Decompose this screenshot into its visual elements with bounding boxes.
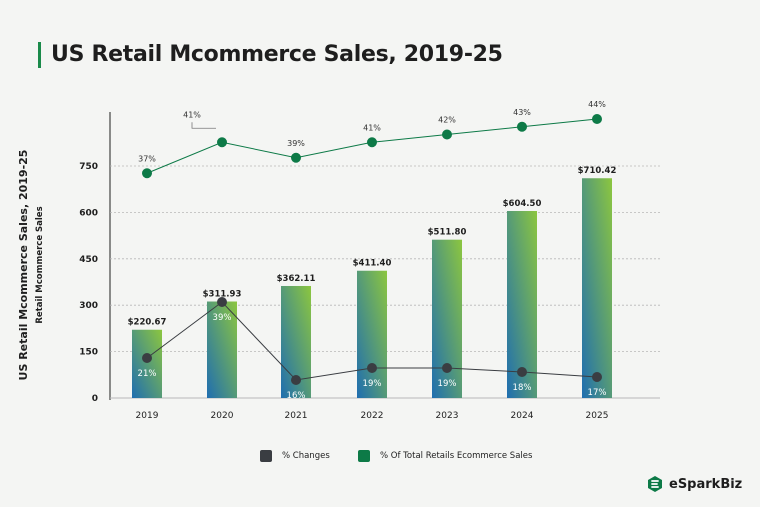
changes-label-2025: 17% [588, 388, 607, 398]
legend-item-changes: % Changes [260, 450, 330, 462]
bar-value-label-2022: $411.40 [353, 259, 392, 269]
bar-2019 [132, 329, 162, 398]
title-bar: US Retail Mcommerce Sales, 2019-25 [38, 42, 503, 68]
line-layer [142, 114, 602, 385]
bar-2024 [507, 211, 537, 398]
y-axis-subtitle: Retail Mcommerce Sales [35, 206, 45, 323]
bar-layer [132, 178, 612, 398]
bar-value-label-2024: $604.50 [503, 199, 542, 209]
share-label-2025: 44% [588, 100, 606, 109]
legend-item-share: % Of Total Retails Ecommerce Sales [358, 450, 532, 462]
bar-2022 [357, 270, 387, 398]
changes-point-2021 [291, 375, 301, 385]
changes-point-2022 [367, 363, 377, 373]
x-tick-label-2025: 2025 [586, 411, 609, 421]
y-tick-label-0: 0 [92, 394, 98, 404]
bar-value-label-2021: $362.11 [277, 274, 316, 284]
share-point-2020 [217, 137, 227, 148]
share-point-2021 [291, 152, 301, 163]
bar-2023 [432, 239, 462, 398]
legend: % Changes % Of Total Retails Ecommerce S… [0, 450, 760, 466]
legend-label-share: % Of Total Retails Ecommerce Sales [380, 451, 533, 461]
bar-2025 [582, 178, 612, 398]
share-label-2022: 41% [363, 123, 381, 132]
logo-text: eSparkBiz [669, 476, 743, 492]
changes-label-2019: 21% [138, 369, 157, 379]
changes-label-2024: 18% [513, 383, 532, 393]
changes-point-2020 [217, 297, 227, 307]
share-point-2022 [367, 137, 377, 148]
y-tick-label-750: 750 [79, 162, 98, 172]
bar-value-label-2019: $220.67 [128, 318, 167, 328]
x-tick-label-2019: 2019 [136, 411, 159, 421]
share-label-2020: 41% [183, 110, 201, 119]
legend-swatch-share [358, 450, 370, 462]
y-axis-title: US Retail Mcommerce Sales, 2019-25 [17, 150, 30, 381]
y-tick-label-450: 450 [79, 255, 98, 265]
share-point-2019 [142, 168, 152, 179]
x-tick-label-2022: 2022 [361, 411, 384, 421]
share-label-2019: 37% [138, 154, 156, 163]
x-tick-label-2020: 2020 [211, 411, 234, 421]
changes-point-2023 [442, 363, 452, 373]
share-label-2021: 39% [287, 139, 305, 148]
share-point-2024 [517, 121, 527, 132]
share-label-2024: 43% [513, 108, 531, 117]
share-label-2023: 42% [438, 116, 456, 125]
changes-label-2023: 19% [438, 379, 457, 389]
x-tick-label-2024: 2024 [511, 411, 534, 421]
x-tick-label-2021: 2021 [285, 411, 308, 421]
legend-label-changes: % Changes [282, 451, 330, 461]
bar-value-label-2020: $311.93 [203, 290, 242, 300]
changes-point-2019 [142, 353, 152, 363]
y-tick-label-150: 150 [79, 348, 98, 358]
changes-point-2024 [517, 367, 527, 377]
esparkbiz-logo-icon [648, 476, 662, 492]
page-title: US Retail Mcommerce Sales, 2019-25 [51, 42, 503, 67]
changes-label-2022: 19% [363, 379, 382, 389]
bar-value-label-2025: $710.42 [578, 166, 617, 176]
esparkbiz-logo: eSparkBiz [646, 475, 742, 493]
changes-label-2020: 39% [213, 313, 232, 323]
x-tick-label-2023: 2023 [436, 411, 459, 421]
changes-label-2021: 16% [287, 391, 306, 401]
bar-value-label-2023: $511.80 [428, 228, 467, 238]
share-label-leader-2020 [191, 122, 216, 129]
label-layer: $220.67 2019 $311.93 2020 $362.11 2021 $411.40… [128, 100, 617, 421]
share-point-2023 [442, 129, 452, 140]
changes-point-2025 [592, 372, 602, 382]
y-tick-label-600: 600 [79, 208, 98, 218]
y-tick-label-300: 300 [79, 301, 98, 311]
bar-2020 [207, 301, 237, 398]
legend-swatch-changes [260, 450, 272, 462]
share-point-2025 [592, 114, 602, 124]
